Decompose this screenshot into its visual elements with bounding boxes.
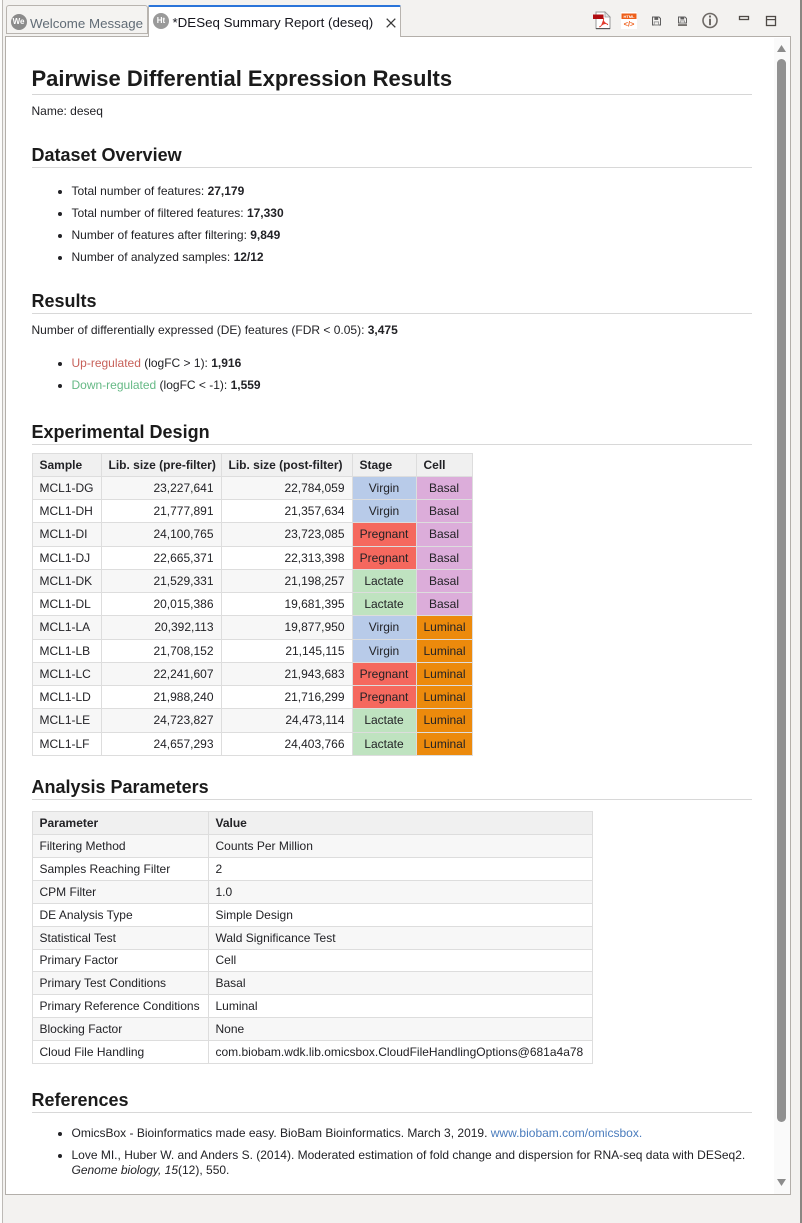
- svg-text:HTML: HTML: [623, 14, 635, 19]
- svg-text:</>: </>: [624, 20, 635, 29]
